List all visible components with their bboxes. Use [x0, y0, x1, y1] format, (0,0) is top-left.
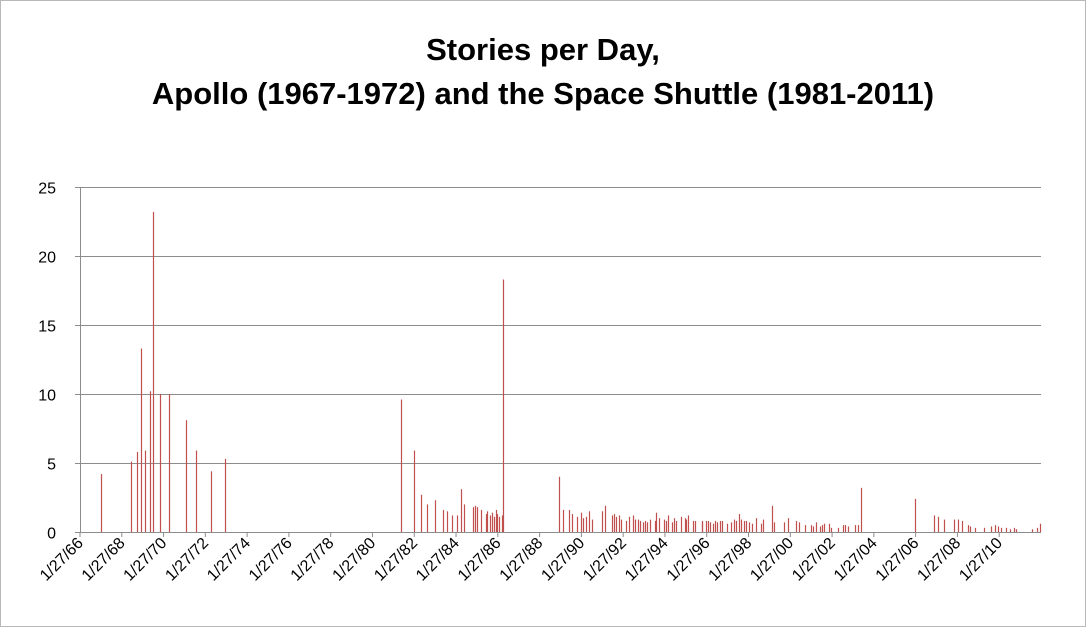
x-tick-label: 1/27/94: [622, 535, 672, 585]
y-tick-label: 10: [38, 388, 56, 405]
x-tick-label: 1/27/02: [789, 535, 839, 585]
x-tick-label: 1/27/90: [538, 535, 588, 585]
x-axis-ticks: 1/27/661/27/681/27/701/27/721/27/741/27/…: [37, 532, 1006, 585]
y-tick-label: 25: [38, 181, 56, 198]
x-tick-label: 1/27/76: [246, 535, 296, 585]
x-tick-label: 1/27/70: [121, 535, 171, 585]
x-tick-label: 1/27/88: [497, 535, 547, 585]
x-tick-label: 1/27/98: [706, 535, 756, 585]
x-tick-label: 1/27/08: [914, 535, 964, 585]
x-tick-label: 1/27/78: [288, 535, 338, 585]
x-tick-label: 1/27/06: [873, 535, 923, 585]
x-tick-label: 1/27/68: [79, 535, 129, 585]
x-tick-label: 1/27/66: [37, 535, 87, 585]
x-tick-label: 1/27/04: [831, 535, 881, 585]
axes: [80, 187, 1041, 533]
y-tick-label: 15: [38, 319, 56, 336]
x-tick-label: 1/27/10: [956, 535, 1006, 585]
gridlines: [80, 187, 1041, 464]
x-tick-label: 1/27/72: [162, 535, 212, 585]
chart-title-line-1: Stories per Day,: [426, 32, 660, 67]
x-tick-label: 1/27/00: [747, 535, 797, 585]
y-axis-ticks: 0 5 10 15 20 25: [38, 181, 80, 543]
bar-series: [100, 211, 1042, 532]
y-tick-label: 5: [47, 457, 56, 474]
chart-title-line-2: Apollo (1967-1972) and the Space Shuttle…: [151, 76, 935, 111]
x-tick-label: 1/27/80: [330, 535, 380, 585]
x-tick-label: 1/27/84: [413, 535, 463, 585]
x-tick-label: 1/27/96: [664, 535, 714, 585]
x-tick-label: 1/27/82: [371, 535, 421, 585]
chart-title: Stories per Day, Apollo (1967-1972) and …: [0, 28, 1086, 116]
x-tick-label: 1/27/74: [204, 535, 254, 585]
x-tick-label: 1/27/92: [580, 535, 630, 585]
y-tick-label: 20: [38, 250, 56, 267]
y-tick-label: 0: [47, 526, 56, 543]
x-tick-label: 1/27/86: [455, 535, 505, 585]
